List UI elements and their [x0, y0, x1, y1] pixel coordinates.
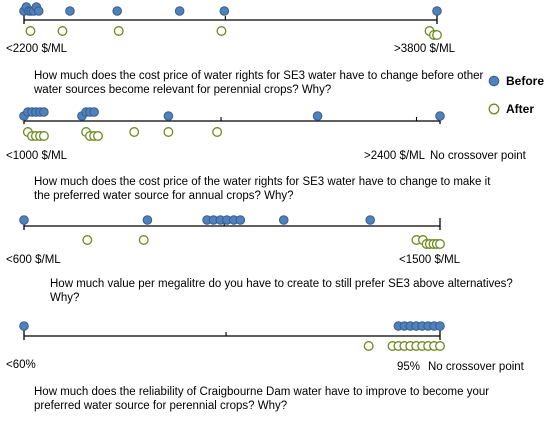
panel4-right-label: 95%: [397, 361, 421, 373]
panel4-left-label: <60%: [6, 359, 36, 371]
panel2-after-point-12: [212, 127, 223, 137]
panel2-before-point-10: [89, 107, 99, 117]
panel2-question: How much does the cost price of the wate…: [34, 176, 491, 202]
panel1-right-label: >3800 $/ML: [394, 43, 456, 55]
panel3-after-point-1: [82, 235, 93, 245]
panel4-question: How much does the reliability of Craigbo…: [34, 386, 490, 412]
panel3-after-point-2: [138, 235, 149, 245]
panel3-before-point-1: [19, 215, 29, 225]
panel1-after-point-2: [57, 26, 68, 36]
panel2-left-label: <1000 $/ML: [6, 150, 68, 162]
panel1-before-point-8: [65, 6, 75, 16]
legend-after-marker: [488, 103, 500, 115]
panel1-before-point-7: [33, 6, 44, 16]
panel1-after-point-4: [216, 26, 227, 36]
panel4-before-point-1: [19, 321, 29, 331]
panel2-after-point-9: [93, 131, 103, 141]
panel2-after-point-11: [163, 127, 174, 137]
panel3-before-point-2: [142, 215, 153, 225]
panel2-right-label: >2400 $/ML: [364, 150, 426, 162]
panel4-before-point-9: [435, 321, 445, 331]
panel3-before-point-8: [235, 215, 246, 225]
panel1-before-point-9: [112, 6, 122, 16]
legend-before-label: Before: [506, 74, 545, 88]
panel1-left-label: <2200 $/ML: [6, 43, 68, 55]
panel1-after-point-7: [432, 30, 442, 40]
panel3-after-point-9: [435, 239, 445, 249]
panel3-left-label: <600 $/ML: [6, 254, 61, 266]
panel1-after-point-3: [113, 26, 124, 36]
panel4-no-crossover-label: No crossover point: [428, 361, 524, 373]
panel2-no-crossover-label: No crossover point: [430, 150, 526, 162]
panel1-after-point-1: [25, 26, 36, 36]
panel2-before-point-13: [435, 111, 445, 121]
panel4-after-point-1: [363, 341, 374, 351]
panel2-before-point-11: [163, 111, 174, 121]
panel1-before-point-10: [174, 6, 185, 16]
panel1-before-point-12: [432, 6, 442, 16]
panel3-question: How much value per megalitre do you have…: [50, 278, 513, 304]
panel2-before-point-12: [312, 111, 323, 121]
panel2-before-point-6: [39, 107, 49, 117]
panel3-right-label: <1500 $/ML: [399, 254, 461, 266]
panel2-after-point-10: [129, 127, 140, 137]
panel2-after-point-5: [38, 131, 49, 141]
legend-before-marker: [488, 75, 500, 87]
legend-after-label: After: [506, 102, 535, 116]
panel1-question: How much does the cost price of water ri…: [34, 70, 484, 96]
panel3-before-point-9: [278, 215, 289, 225]
panel4-after-point-10: [435, 341, 445, 351]
panel3-before-point-10: [365, 215, 376, 225]
panel1-before-point-11: [219, 6, 230, 16]
